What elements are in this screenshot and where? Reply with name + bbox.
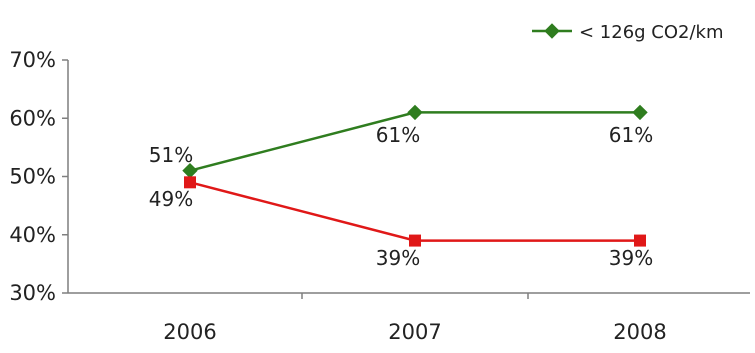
square-point-marker	[634, 234, 646, 247]
diamond-point-marker	[632, 104, 648, 121]
x-axis-tick-label: 2007	[388, 320, 441, 344]
diamond-point-marker	[407, 104, 423, 121]
chart-series	[182, 104, 648, 247]
y-axis-tick-label: 60%	[9, 106, 56, 130]
square-point-marker	[409, 234, 421, 247]
y-axis-tick-label: 30%	[9, 281, 56, 305]
data-label: 39%	[609, 246, 653, 270]
legend-label: < 126g CO2/km	[579, 22, 724, 43]
data-label: 49%	[149, 187, 193, 211]
data-label: 51%	[149, 143, 193, 167]
y-axis-tick-label: 50%	[9, 165, 56, 189]
series-line-1	[189, 181, 640, 242]
data-label: 61%	[376, 123, 420, 147]
data-label: 39%	[376, 246, 420, 270]
y-axis-tick-label: 40%	[9, 223, 56, 247]
y-axis-tick-label: 70%	[9, 48, 56, 72]
x-axis-tick-label: 2006	[163, 320, 216, 344]
x-axis-tick-label: 2008	[613, 320, 666, 344]
chart-labels: 51% 61% 61% 49% 39% 39%	[149, 123, 653, 270]
diamond-point-marker	[544, 23, 560, 39]
chart-axes: 30% 40% 50% 60% 70% 2006 2007 2008	[9, 48, 750, 344]
square-point-marker	[184, 176, 196, 189]
data-label: 61%	[609, 123, 653, 147]
chart-legend: < 126g CO2/km	[532, 22, 724, 43]
